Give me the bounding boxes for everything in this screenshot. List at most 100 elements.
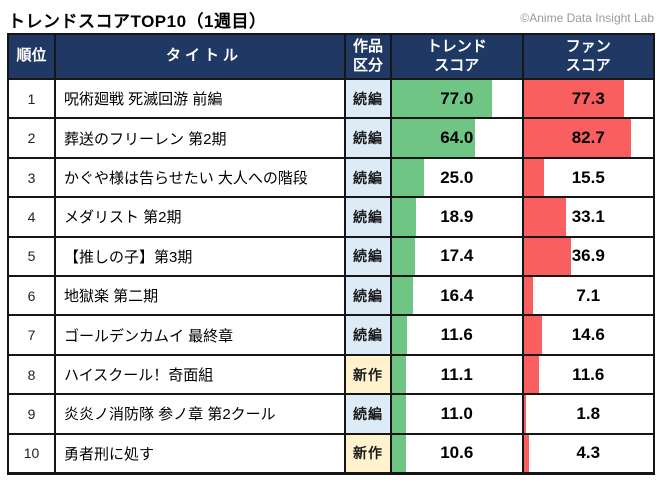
table-row: 4 メダリスト 第2期 続編 18.9 33.1 <box>9 196 654 236</box>
trend-score-value: 11.0 <box>440 403 473 423</box>
fan-score-bar <box>523 355 539 394</box>
table-row: 2 葬送のフリーレン 第2期 続編 64.0 82.7 <box>9 117 654 157</box>
trend-score-bar <box>392 198 417 236</box>
rank-cell: 1 <box>27 90 36 107</box>
table-row: 5 【推しの子】第3期 続編 17.4 36.9 <box>9 235 653 276</box>
fan-score-value: 77.3 <box>571 88 605 108</box>
trend-score-value: 10.6 <box>440 443 474 463</box>
rank-cell: 5 <box>27 248 36 265</box>
title-cell: ハイスクール！奇面組 <box>54 355 344 394</box>
rank-cell: 9 <box>27 405 36 422</box>
page-title: トレンドスコアTOP10（1週目） <box>8 12 267 31</box>
table-body: 1 呪術廻戦 死滅回游 前編 続編 77.0 77.3 2 葬送のフリーレン 第2期 続編 64… <box>9 78 654 473</box>
header-category: 作品 区分 <box>344 35 390 78</box>
table-row: 10 勇者刑に処す 新作 10.6 4.3 <box>9 432 654 473</box>
title-cell: 勇者刑に処す <box>54 434 344 473</box>
title-cell: ゴールデンカムイ 最終章 <box>54 316 344 354</box>
category-cell: 新作 <box>344 434 390 473</box>
header-rank: 順位 <box>9 35 54 78</box>
header-fan-score: ファン スコア <box>521 35 654 78</box>
category-cell: 続編 <box>344 119 390 157</box>
trend-score-bar <box>392 158 425 197</box>
category-cell: 続編 <box>344 158 390 197</box>
trend-score-value: 11.1 <box>440 364 473 384</box>
header-trend-line2: スコア <box>434 56 480 74</box>
table-row: 8 ハイスクール！奇面組 新作 11.1 11.6 <box>9 353 654 394</box>
fan-score-bar <box>523 395 526 433</box>
category-cell: 続編 <box>344 237 390 276</box>
header-fan-line2: スコア <box>565 56 611 74</box>
fan-score-bar <box>523 434 530 473</box>
trend-score-bar <box>392 316 408 354</box>
header-title-label: タイトル <box>165 47 242 65</box>
trend-score-cell: 64.0 <box>390 119 522 157</box>
trend-score-value: 77.0 <box>440 88 474 108</box>
fan-score-cell: 1.8 <box>521 395 654 433</box>
title-cell: 葬送のフリーレン 第2期 <box>54 119 344 157</box>
category-cell: 続編 <box>344 198 390 236</box>
fan-score-cell: 82.7 <box>521 119 654 157</box>
trend-score-value: 18.9 <box>440 206 474 226</box>
trend-score-bar <box>392 395 407 433</box>
trend-score-value: 25.0 <box>440 167 474 187</box>
rank-cell: 10 <box>23 445 40 462</box>
table-row: 9 炎炎ノ消防隊 参ノ章 第2クール 続編 11.0 1.8 <box>9 393 654 433</box>
trend-score-value: 64.0 <box>440 128 474 148</box>
table-header-row: 順位 タイトル 作品 区分 トレンド スコア ファン スコア <box>9 35 653 78</box>
trend-score-cell: 11.6 <box>390 316 522 354</box>
fan-score-value: 15.5 <box>571 167 605 187</box>
header-category-line1: 作品 <box>352 37 383 55</box>
trend-score-bar <box>392 277 414 315</box>
trend-score-cell: 17.4 <box>390 237 522 276</box>
fan-score-cell: 11.6 <box>521 355 654 394</box>
rank-cell: 2 <box>27 130 36 147</box>
fan-score-cell: 15.5 <box>521 158 654 197</box>
category-cell: 新作 <box>344 355 390 394</box>
title-cell: 炎炎ノ消防隊 参ノ章 第2クール <box>54 395 344 433</box>
trend-score-value: 17.4 <box>440 246 474 266</box>
fan-score-cell: 4.3 <box>521 434 654 473</box>
fan-score-cell: 7.1 <box>521 277 654 315</box>
trend-score-cell: 77.0 <box>390 80 522 118</box>
rank-cell: 4 <box>27 208 36 225</box>
fan-score-cell: 33.1 <box>521 198 654 236</box>
trend-score-value: 11.6 <box>440 325 473 345</box>
trend-score-bar <box>392 80 492 118</box>
fan-score-value: 4.3 <box>576 443 601 463</box>
category-cell: 続編 <box>344 395 390 433</box>
title-cell: かぐや様は告らせたい 大人への階段 <box>54 158 344 197</box>
table-row: 6 地獄楽 第二期 続編 16.4 7.1 <box>9 275 654 315</box>
rank-cell: 7 <box>27 327 36 344</box>
trend-score-value: 16.4 <box>440 285 474 305</box>
title-cell: メダリスト 第2期 <box>54 198 344 236</box>
fan-score-value: 14.6 <box>571 325 605 345</box>
header-fan-line1: ファン <box>565 37 611 55</box>
trend-score-bar <box>392 434 406 473</box>
trend-score-bar <box>392 119 475 157</box>
trend-score-cell: 10.6 <box>390 434 522 473</box>
fan-score-value: 7.1 <box>576 285 601 305</box>
title-cell: 地獄楽 第二期 <box>54 277 344 315</box>
trend-score-cell: 25.0 <box>390 158 522 197</box>
trend-score-cell: 11.1 <box>390 355 522 394</box>
category-cell: 続編 <box>344 80 390 118</box>
category-cell: 続編 <box>344 316 390 354</box>
rank-cell: 8 <box>27 366 36 383</box>
fan-score-bar <box>523 277 533 315</box>
fan-score-bar <box>523 316 543 354</box>
title-cell: 【推しの子】第3期 <box>54 237 344 276</box>
fan-score-value: 36.9 <box>571 246 605 266</box>
fan-score-bar <box>523 80 624 118</box>
category-cell: 続編 <box>344 277 390 315</box>
header-trend-score: トレンド スコア <box>390 35 522 78</box>
trend-score-cell: 11.0 <box>390 395 522 433</box>
header-category-line2: 区分 <box>352 56 383 74</box>
trend-score-cell: 16.4 <box>390 277 522 315</box>
fan-score-cell: 14.6 <box>521 316 654 354</box>
fan-score-value: 11.6 <box>572 364 605 384</box>
trend-score-bar <box>392 355 407 394</box>
table-row: 3 かぐや様は告らせたい 大人への階段 続編 25.0 15.5 <box>9 156 654 197</box>
fan-score-bar <box>523 237 572 276</box>
table-row: 1 呪術廻戦 死滅回游 前編 続編 77.0 77.3 <box>9 78 653 118</box>
fan-score-bar <box>523 119 631 157</box>
